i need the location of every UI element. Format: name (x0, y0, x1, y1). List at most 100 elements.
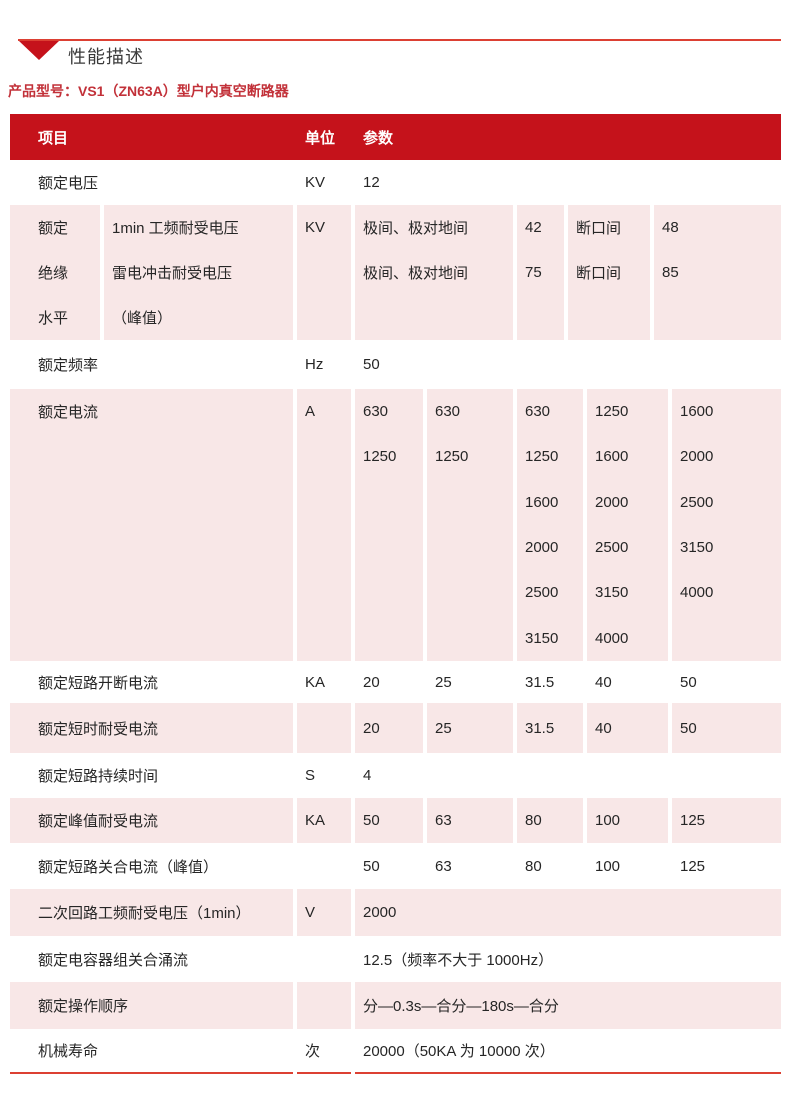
cell-unit: 次 (297, 1029, 351, 1072)
cell-param: 80 (517, 843, 583, 889)
cell-param: 50 (672, 703, 781, 753)
cell-text: 20 (363, 673, 380, 691)
cell-text: 1250 (435, 448, 469, 466)
cell-text: KA (305, 812, 326, 829)
cell-text: V (305, 904, 316, 921)
cell-text: 额定电压 (38, 175, 99, 192)
cell-text: 额定峰值耐受电流 (38, 813, 159, 830)
cell-param: 42 75 (517, 205, 564, 340)
cell-param: 50 (355, 798, 423, 843)
cell-text (305, 936, 351, 982)
cell-text: 50 (363, 812, 380, 829)
cell-text: 125 (680, 812, 706, 829)
cell-text: 31.5 (525, 719, 555, 737)
cell-item: 二次回路工频耐受电压（1min） (10, 889, 293, 936)
cell-unit (297, 703, 351, 753)
cell-text: KV (305, 219, 326, 236)
cell-unit: KA (297, 798, 351, 843)
cell-text: 2500 (680, 493, 714, 511)
cell-item: 额定电压 (10, 160, 293, 205)
cell-param: 1250 1600 2000 2500 3150 4000 (587, 389, 668, 661)
table-row-rated-peak-withstand-current: 额定峰值耐受电流 KA 50 63 80 100 125 (10, 798, 781, 843)
table-row-rated-short-circuit-making-current: 额定短路关合电流（峰值） 50 63 80 100 125 (10, 843, 781, 889)
section-title: 性能描述 (68, 47, 144, 67)
cell-text: 额定短路关合电流（峰值） (38, 858, 219, 876)
cell-param: 2000 (355, 889, 781, 936)
cell-unit: KV (297, 205, 351, 340)
cell-text: 50 (363, 356, 380, 373)
cell-text: （峰值） (112, 310, 173, 327)
cell-text: 125 (680, 857, 706, 875)
cell-text: Hz (305, 356, 324, 373)
cell-param: 4 (355, 753, 781, 798)
top-divider (18, 39, 781, 41)
cell-item: 额定短时耐受电流 (10, 703, 293, 753)
cell-text: 额定短时耐受电流 (38, 720, 159, 738)
cell-text: 63 (435, 857, 452, 875)
cell-text: 100 (595, 857, 621, 875)
cell-item: 额定峰值耐受电流 (10, 798, 293, 843)
cell-param: 25 (427, 703, 513, 753)
cell-param: 极间、极对地间 极间、极对地间 (355, 205, 513, 340)
divider-segment (355, 1072, 781, 1074)
cell-unit: V (297, 889, 351, 936)
cell-text: 12 (363, 174, 380, 191)
cell-text: S (305, 767, 316, 784)
table-row-rated-operating-sequence: 额定操作顺序 分—0.3s—合分—180s—合分 (10, 982, 781, 1029)
cell-text: 2500 (595, 539, 629, 557)
cell-param: 630 1250 (355, 389, 423, 661)
cell-item-group: 额定 绝缘 水平 (10, 205, 100, 340)
cell-param: 分—0.3s—合分—180s—合分 (355, 982, 781, 1029)
cell-unit: KV (297, 160, 351, 205)
cell-param: 630 1250 1600 2000 2500 3150 (517, 389, 583, 661)
cell-text: A (305, 403, 316, 421)
cell-text: 极间、极对地间 (363, 220, 469, 237)
table-body: 额定电压 KV 12 额定 绝缘 水平 1min 工频耐受电压 雷电冲击耐受电压 （峰值） KV 极… (10, 160, 781, 1072)
cell-unit: S (297, 753, 351, 798)
product-model-label: 产品型号：VS1（ZN63A）型户内真空断路器 (8, 83, 289, 99)
cell-text: 20 (363, 719, 380, 737)
cell-text: 2000 (525, 539, 559, 557)
cell-text: 80 (525, 812, 542, 829)
cell-param: 25 (427, 661, 513, 703)
cell-text: KV (305, 174, 326, 191)
table-row-rated-short-circuit-breaking-current: 额定短路开断电流 KA 20 25 31.5 40 50 (10, 661, 781, 703)
cell-text: 31.5 (525, 673, 555, 691)
cell-text: 额定操作顺序 (38, 998, 129, 1015)
cell-item: 额定电流 (10, 389, 293, 661)
cell-text: 额定频率 (38, 357, 99, 374)
triangle-marker-icon (19, 41, 59, 60)
cell-item: 机械寿命 (10, 1029, 293, 1072)
cell-param: 12.5（频率不大于 1000Hz） (355, 936, 781, 982)
cell-param: 50 (672, 661, 781, 703)
cell-text: 12.5（频率不大于 1000Hz） (363, 951, 554, 969)
table-row-insulation-level: 额定 绝缘 水平 1min 工频耐受电压 雷电冲击耐受电压 （峰值） KV 极间、极对地间 极间… (10, 205, 781, 340)
cell-unit: A (297, 389, 351, 661)
cell-param: 1600 2000 2500 3150 4000 (672, 389, 781, 661)
cell-text: 100 (595, 812, 621, 829)
bottom-divider (10, 1072, 781, 1074)
cell-param: 630 1250 (427, 389, 513, 661)
cell-text (305, 703, 351, 753)
cell-text (305, 982, 351, 1029)
cell-text: 2000 (595, 493, 629, 511)
cell-text: 水平 (38, 310, 69, 327)
cell-param: 80 (517, 798, 583, 843)
cell-text: 2000 (680, 448, 714, 466)
cell-text: 4 (363, 767, 372, 784)
cell-text: 1600 (525, 493, 559, 511)
cell-param: 断口间 断口间 (568, 205, 650, 340)
cell-item: 额定短路开断电流 (10, 661, 293, 703)
cell-text: 20000（50KA 为 10000 次） (363, 1043, 555, 1060)
cell-text: 50 (680, 673, 697, 691)
cell-text: 额定短路持续时间 (38, 768, 159, 785)
cell-text: 50 (363, 857, 380, 875)
cell-text: 48 (662, 219, 679, 236)
cell-unit (297, 843, 351, 889)
table-row-mechanical-life: 机械寿命 次 20000（50KA 为 10000 次） (10, 1029, 781, 1072)
cell-item: 额定操作顺序 (10, 982, 293, 1029)
cell-param: 20 (355, 703, 423, 753)
cell-text: 40 (595, 673, 612, 691)
cell-unit: KA (297, 661, 351, 703)
cell-param: 63 (427, 798, 513, 843)
